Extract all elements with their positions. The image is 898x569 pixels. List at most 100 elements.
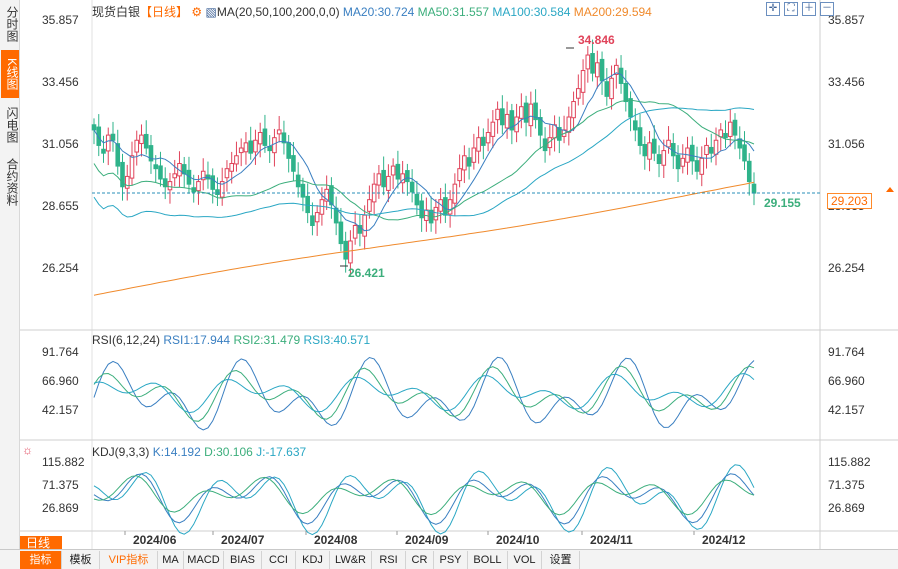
zoom-out-icon[interactable]: － [820,2,834,16]
candle-body [96,126,102,146]
y-tick-left: 28.655 [42,199,79,213]
candle-body [457,168,462,182]
candle-body [148,145,154,162]
candle-body [357,224,363,234]
candle-body [599,58,605,82]
zoom-in-icon[interactable]: ＋ [802,2,816,16]
rsi-header: RSI(6,12,24) RSI1:17.944 RSI2:31.479 RSI… [92,333,370,347]
candle-body [538,117,543,136]
tab-kdj[interactable]: KDJ [296,551,330,569]
x-axis-label: 2024/10 [496,533,540,547]
tab-bias[interactable]: BIAS [224,551,262,569]
candle-body [158,165,163,180]
candle-body [533,102,538,121]
period-tab-daily[interactable]: 日线 ▲ [20,536,62,564]
candle-body [509,110,515,131]
x-axis-label: 2024/11 [590,533,633,547]
tab-contract-info[interactable]: 合约资料 [5,158,19,206]
tab-boll[interactable]: BOLL [468,551,508,569]
fullscreen-icon[interactable]: ⛶ [784,2,798,16]
candle-body [595,62,600,78]
candle-body [362,214,367,237]
rsi-y-tick-left: 66.960 [42,374,79,388]
candle-body [656,154,662,165]
candle-body [124,175,130,189]
x-axis-label: 2024/06 [133,533,177,547]
candle-body [576,88,581,99]
candle-body [481,136,486,146]
y-tick-right: 26.254 [828,261,865,275]
tab-lwr[interactable]: LW&R [330,551,372,569]
price-arrow-icon [886,187,894,192]
tab-macd[interactable]: MACD [184,551,224,569]
left-view-tabs: 分时图 K线图 闪电图 合约资料 [0,0,20,569]
candle-body [542,138,548,152]
candle-body [727,121,733,137]
y-tick-left: 35.857 [42,13,79,27]
ma200-line [93,181,755,296]
tab-cci[interactable]: CCI [262,551,296,569]
rsi2-value: RSI2:31.479 [233,333,301,347]
kdj-sun-icon[interactable]: ☼ [22,443,33,457]
candle-body [338,221,344,245]
x-axis-label: 2024/09 [405,533,449,547]
candle-body [386,175,391,191]
tab-rsi[interactable]: RSI [372,551,406,569]
candle-body [196,181,201,192]
tab-template[interactable]: 模板 [62,551,100,569]
tab-cr[interactable]: CR [406,551,434,569]
candle-body [305,195,310,214]
kdj-d-line [93,475,755,516]
candle-body [647,142,652,160]
candle-body [314,212,320,223]
x-axis-label: 2024/12 [702,533,746,547]
rsi-y-tick-left: 91.764 [42,345,79,359]
tab-settings[interactable]: 设置 [542,551,580,569]
ma100-value: MA100:30.584 [492,5,571,19]
candle-body [376,173,382,186]
ma-indicator-label[interactable]: MA(20,50,100,200,0,0) [216,5,340,19]
kdj-y-tick-right: 71.375 [828,478,865,492]
candle-body [172,173,178,179]
candle-body [400,173,405,184]
candle-body [723,132,728,139]
last-price-label: 29.155 [764,196,801,210]
indicator-toolbar: 指标 模板 VIP指标 MA MACD BIAS CCI KDJ LW&R RS… [0,549,898,569]
y-tick-right: 31.056 [828,137,865,151]
candle-body [162,178,168,188]
tab-psy[interactable]: PSY [434,551,468,569]
kdj-title[interactable]: KDJ(9,3,3) [92,445,150,459]
candle-body [115,143,121,167]
crosshair-icon[interactable]: ✛ [766,2,780,16]
tab-lightning[interactable]: 闪电图 [5,107,19,143]
tab-timeshare[interactable]: 分时图 [5,6,19,42]
candle-body [471,147,477,163]
chart-canvas[interactable]: 35.857 35.857 33.456 33.456 31.056 31.056 28.6… [20,0,898,549]
tab-vol[interactable]: VOL [508,551,542,569]
y-tick-right: 33.456 [828,75,865,89]
candle-body [272,137,277,154]
rsi-y-tick-right: 91.764 [828,345,865,359]
candle-body [623,82,629,103]
y-tick-left: 33.456 [42,75,79,89]
candle-body [495,108,500,121]
candle-body [224,168,230,179]
tab-vip-indicators[interactable]: VIP指标 [100,551,158,569]
high-price-label: 34.846 [578,33,615,47]
settings-gear-icon[interactable]: ⚙ [191,5,203,19]
candle-body [200,170,206,181]
tab-indicators[interactable]: 指标 [20,551,62,569]
candle-body [243,142,249,153]
candle-body [571,101,576,119]
tab-kline[interactable]: K线图 [1,50,19,98]
rsi-title[interactable]: RSI(6,12,24) [92,333,161,347]
chart-area[interactable]: 35.857 35.857 33.456 33.456 31.056 31.056 28.6… [20,0,898,549]
candle-body [229,163,234,172]
x-axis-label: 2024/07 [221,533,265,547]
kdj-j-value: J:-17.637 [256,445,307,459]
chart-icon: ▧ [205,5,217,19]
candle-body [485,132,491,144]
candle-body [500,108,505,126]
candle-body [257,132,263,145]
tab-ma[interactable]: MA [158,551,184,569]
